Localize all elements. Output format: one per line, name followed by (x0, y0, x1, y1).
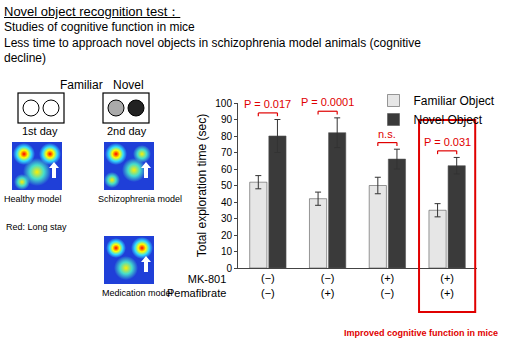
svg-text:n.s.: n.s. (378, 128, 396, 140)
svg-text:P = 0.0001: P = 0.0001 (301, 96, 354, 108)
svg-text:P = 0.031: P = 0.031 (424, 136, 471, 148)
svg-text:Novel Object: Novel Object (414, 113, 483, 127)
svg-text:10: 10 (221, 246, 233, 257)
svg-text:(+)(+): (+)(+) (440, 272, 454, 298)
svg-text:40: 40 (221, 197, 233, 208)
html-text:Less time to approach novel ob: Less time to approach novel objects in s… (4, 36, 421, 65)
svg-text:50: 50 (221, 180, 233, 191)
svg-text:0: 0 (226, 263, 232, 274)
html-text:Red: Long stay: Red: Long stay (6, 222, 67, 232)
svg-text:MK-801Pemafibrate: MK-801Pemafibrate (167, 273, 226, 299)
svg-text:30: 30 (221, 213, 233, 224)
html-text:Novel: Novel (113, 78, 144, 92)
html-text:2nd day: 2nd day (107, 125, 147, 137)
svg-text:(+)(−): (+)(−) (381, 272, 395, 298)
html-text:Novel object recognition test：: Novel object recognition test： (4, 4, 181, 19)
svg-text:80: 80 (221, 131, 233, 142)
svg-text:70: 70 (221, 147, 233, 158)
html-text:Studies of cognitive function: Studies of cognitive function in mice (4, 20, 195, 34)
svg-text:(−)(+): (−)(+) (321, 272, 335, 298)
svg-text:Total exploration time (sec): Total exploration time (sec) (195, 114, 209, 257)
svg-text:90: 90 (221, 114, 233, 125)
html-text:1st day: 1st day (22, 125, 58, 137)
html-text:Familiar: Familiar (60, 78, 103, 92)
svg-text:(−)(−): (−)(−) (261, 272, 275, 298)
svg-text:Improved cognitive function in: Improved cognitive function in mice (344, 328, 498, 338)
html-text:Schizophrenia model: Schizophrenia model (98, 194, 183, 204)
svg-text:20: 20 (221, 230, 233, 241)
svg-text:60: 60 (221, 164, 233, 175)
svg-text:100: 100 (215, 98, 232, 109)
svg-text:Familiar Object: Familiar Object (414, 94, 495, 108)
svg-text:P = 0.017: P = 0.017 (244, 98, 291, 110)
html-text:Medication model: Medication model (102, 288, 173, 298)
html-text:Healthy model: Healthy model (4, 194, 62, 204)
